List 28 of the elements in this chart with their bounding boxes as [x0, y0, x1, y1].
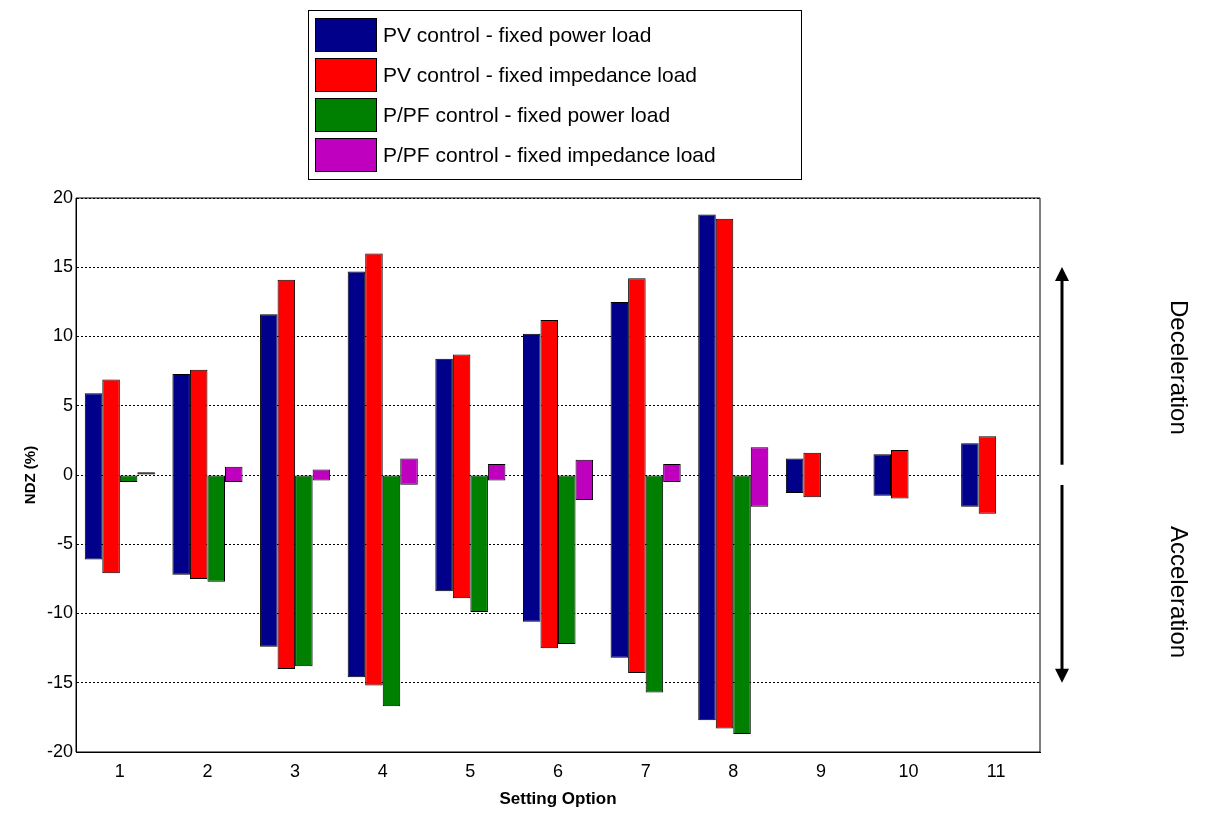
legend-label: P/PF control - fixed power load: [383, 103, 671, 127]
x-tick-label: 3: [290, 760, 301, 781]
y-tick-label: 20: [52, 186, 74, 207]
x-tick-label: 7: [640, 760, 651, 781]
x-tick-label: 11: [986, 760, 1006, 781]
x-tick-label: 1: [114, 760, 125, 781]
y-tick-label: 5: [63, 394, 74, 415]
x-tick-label: 5: [465, 760, 476, 781]
legend-label: PV control - fixed power load: [383, 23, 652, 47]
x-tick-label: 6: [553, 760, 564, 781]
text: Deceleration: [1165, 298, 1193, 437]
y-tick-label: -20: [47, 740, 74, 761]
legend-label: P/PF control - fixed impedance load: [383, 143, 716, 167]
x-tick-label: 4: [377, 760, 388, 781]
x-tick-label: 10: [898, 760, 919, 781]
y-tick-label: 10: [52, 325, 74, 346]
x-axis-title: Setting Option: [499, 789, 617, 809]
x-tick-label: 9: [815, 760, 826, 781]
x-tick-label: 8: [728, 760, 739, 781]
y-tick-label: 15: [52, 256, 74, 277]
y-tick-label: 0: [63, 463, 74, 484]
x-tick-label: 2: [202, 760, 213, 781]
legend-label: PV control - fixed impedance load: [383, 63, 698, 87]
y-axis-title: NDZ (%): [21, 445, 39, 505]
y-tick-label: -15: [47, 671, 74, 692]
y-tick-label: -10: [47, 602, 74, 623]
y-tick-label: -5: [57, 533, 74, 554]
text: Acceleration: [1165, 525, 1193, 661]
